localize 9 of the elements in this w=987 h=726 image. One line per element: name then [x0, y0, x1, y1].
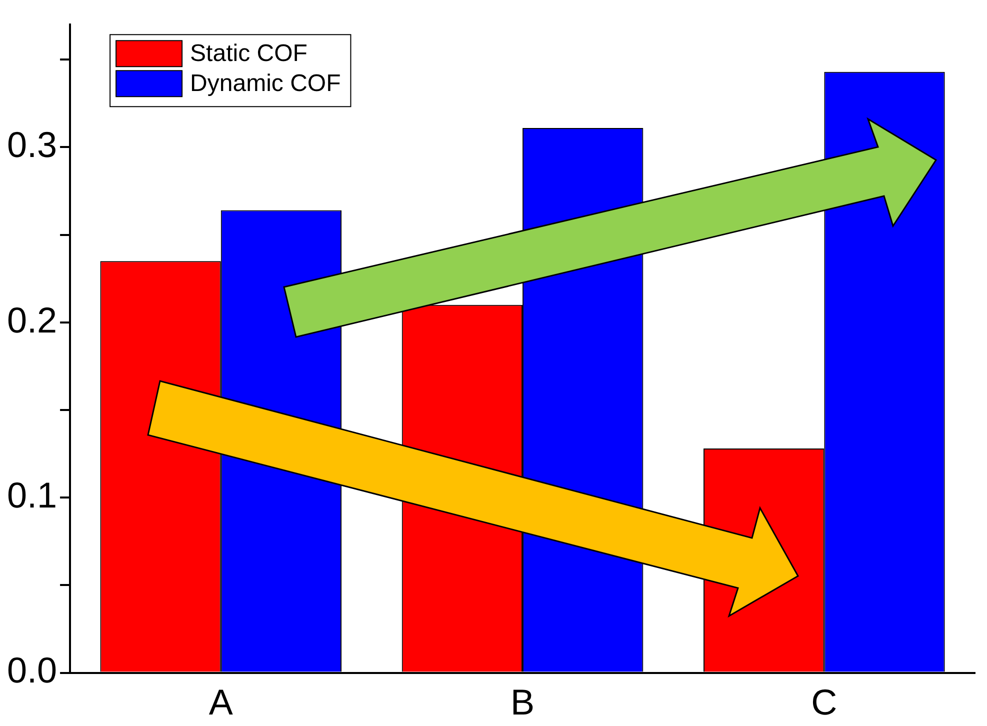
x-tick-label: B: [510, 681, 535, 722]
legend-label: Static COF: [190, 40, 308, 68]
x-tick-label: A: [208, 681, 233, 722]
y-tick-label: 0.1: [7, 474, 58, 516]
y-tick-label: 0.3: [7, 124, 58, 166]
y-tick-label: 0.2: [7, 299, 58, 340]
x-tick-label: C: [811, 681, 838, 722]
y-tick-label: 0.0: [7, 650, 58, 691]
legend-label: Dynamic COF: [190, 70, 341, 98]
